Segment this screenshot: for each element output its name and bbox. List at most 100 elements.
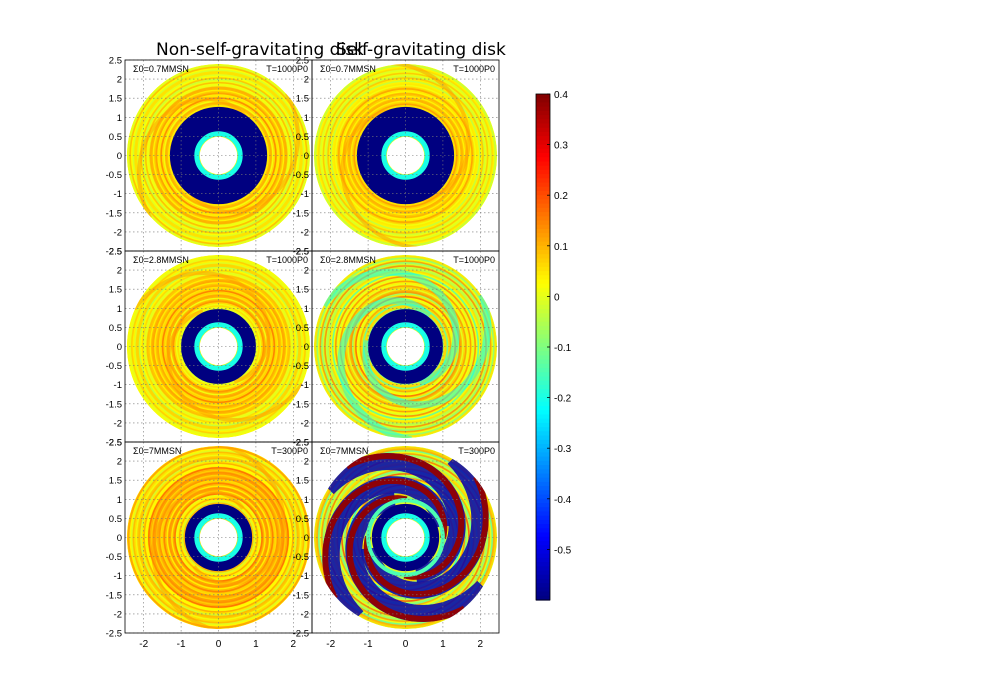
colorbar-segment — [536, 583, 550, 588]
y-tick-label: 2 — [117, 266, 122, 277]
y-tick-label: -1.5 — [106, 399, 122, 410]
y-tick-label: 2.5 — [109, 438, 122, 449]
y-tick-label: -2.5 — [106, 247, 122, 258]
colorbar-segment — [536, 292, 550, 297]
spiral-arm-low — [322, 476, 450, 623]
y-tick-label: -2 — [301, 418, 309, 429]
y-tick-label: 0.5 — [109, 323, 122, 334]
y-tick-label: -1 — [114, 380, 122, 391]
colorbar-tick-label: -0.4 — [554, 495, 572, 506]
colorbar-tick-label: -0.2 — [554, 394, 572, 405]
colorbar-segment — [536, 271, 550, 276]
colorbar-segment — [536, 325, 550, 331]
colorbar-segment — [536, 465, 550, 470]
y-tick-label: 2 — [304, 75, 309, 86]
colorbar-segment — [536, 174, 550, 179]
colorbar-segment — [536, 587, 550, 593]
colorbar-segment — [536, 313, 550, 319]
colorbar-segment — [536, 359, 550, 365]
panel-label-right: T=1000P0 — [453, 255, 495, 265]
y-tick-label: -1 — [301, 189, 309, 200]
panel-frame — [311, 441, 500, 634]
y-tick-label: 1.5 — [109, 94, 122, 105]
y-tick-label: -1 — [114, 189, 122, 200]
colorbar-segment — [536, 418, 550, 424]
colorbar-segment — [536, 519, 550, 525]
colorbar-segment — [536, 157, 550, 163]
y-tick-label: 1 — [304, 304, 309, 315]
colorbar-segment — [536, 186, 550, 192]
panel-label-right: T=1000P0 — [453, 64, 495, 74]
spiral-arm — [337, 297, 432, 439]
colorbar-segment — [536, 570, 550, 576]
x-tick-label: -2 — [139, 639, 148, 650]
colorbar-segment — [536, 144, 550, 150]
colorbar-segment — [536, 140, 550, 146]
colorbar-segment — [536, 503, 550, 508]
panel-label-left: Σ0=2.8MMSN — [133, 255, 189, 265]
x-tick-label: 2 — [291, 639, 297, 650]
y-tick-label: -1.5 — [106, 208, 122, 219]
colorbar-segment — [536, 136, 550, 141]
colorbar-segment — [536, 110, 550, 116]
colorbar-segment — [536, 190, 550, 196]
panel-label-left: Σ0=7MMSN — [320, 446, 368, 456]
y-tick-label: 0 — [117, 151, 122, 162]
y-tick-label: 0.5 — [296, 323, 309, 334]
colorbar-segment — [536, 296, 550, 302]
colorbar-segment — [536, 224, 550, 230]
colorbar-segment — [536, 203, 550, 209]
colorbar-segment — [536, 591, 550, 597]
colorbar-tick-label: 0.3 — [554, 141, 568, 152]
colorbar-segment — [536, 195, 550, 201]
colorbar-segment — [536, 507, 550, 513]
spiral-arm-low — [321, 453, 466, 583]
y-tick-label: 2.5 — [296, 247, 309, 258]
spiral-arm-low — [345, 492, 490, 622]
colorbar-segment — [536, 427, 550, 432]
colorbar-group: 0.4 0.3 0.2 0.1 0 -0.1 -0.2 -0.3 -0.4 -0.5 — [535, 90, 572, 601]
colorbar-segment — [536, 207, 550, 213]
colorbar-segment — [536, 397, 550, 403]
colorbar-tick-label: 0 — [554, 292, 560, 303]
y-tick-label: -1.5 — [293, 399, 309, 410]
colorbar-segment — [536, 351, 550, 357]
y-tick-label: -2.5 — [106, 629, 122, 640]
colorbar-segment — [536, 330, 550, 335]
y-tick-label: -2.5 — [293, 438, 309, 449]
colorbar-segment — [536, 127, 550, 133]
colorbar-segment — [536, 178, 550, 184]
colorbar-segment — [536, 595, 550, 601]
y-tick-label: 0 — [117, 533, 122, 544]
colorbar-segment — [536, 258, 550, 264]
y-tick-label: -0.5 — [293, 361, 309, 372]
colorbar-segment — [536, 574, 550, 580]
x-tick-label: 0 — [216, 639, 222, 650]
y-tick-label: 0 — [304, 342, 309, 353]
colorbar-tick-label: -0.3 — [554, 444, 572, 455]
y-tick-label: 2.5 — [296, 56, 309, 67]
spiral-arm-high — [345, 453, 465, 580]
y-tick-label: 1.5 — [109, 285, 122, 296]
colorbar-segment — [536, 439, 550, 445]
colorbar-segment — [536, 98, 550, 104]
x-tick-label: -1 — [364, 639, 373, 650]
y-tick-label: -0.5 — [293, 552, 309, 563]
panel-label-left: Σ0=0.7MMSN — [133, 64, 189, 74]
spiral-arm-high — [346, 495, 466, 622]
colorbar-segment — [536, 115, 550, 120]
colorbar-segment — [536, 317, 550, 323]
colorbar-segment — [536, 355, 550, 361]
y-tick-label: 2.5 — [109, 247, 122, 258]
x-tick-label: -1 — [177, 639, 186, 650]
colorbar-segment — [536, 511, 550, 517]
colorbar-segment — [536, 460, 550, 466]
colorbar-segment — [536, 549, 550, 555]
colorbar-segment — [536, 153, 550, 158]
colorbar-segment — [536, 380, 550, 386]
y-tick-label: 1.5 — [109, 476, 122, 487]
y-tick-label: 0.5 — [109, 514, 122, 525]
y-tick-label: -0.5 — [106, 552, 122, 563]
colorbar-segment — [536, 452, 550, 458]
panels-group — [126, 63, 498, 630]
